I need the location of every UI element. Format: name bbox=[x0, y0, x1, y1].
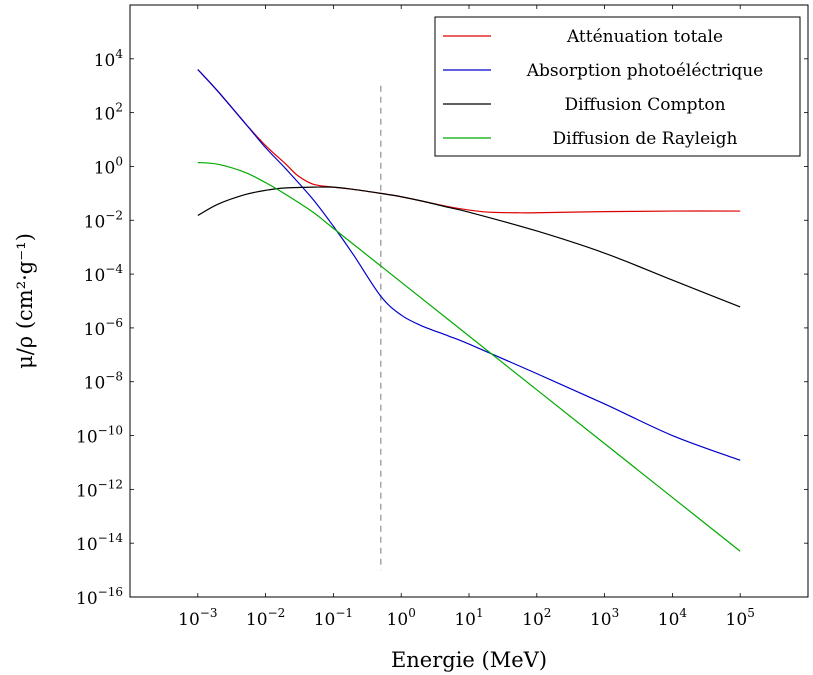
y-tick-label: 10−12 bbox=[76, 477, 123, 501]
x-tick-label: 102 bbox=[522, 606, 551, 630]
x-tick-label: 105 bbox=[726, 606, 755, 630]
y-tick-label: 102 bbox=[94, 101, 123, 125]
y-tick-label: 10−8 bbox=[84, 370, 123, 394]
legend-box bbox=[434, 16, 801, 157]
legend-label-3: Diffusion de Rayleigh bbox=[553, 129, 738, 149]
legend-label-1: Absorption photoéléctrique bbox=[526, 61, 763, 81]
y-tick-label: 100 bbox=[94, 154, 123, 178]
series-line-1 bbox=[197, 69, 741, 461]
y-tick-label: 10−10 bbox=[76, 424, 123, 448]
legend-label-0: Atténuation totale bbox=[566, 27, 723, 47]
y-tick-label: 10−2 bbox=[84, 208, 123, 232]
legend-label-2: Diffusion Compton bbox=[564, 95, 725, 115]
y-tick-label: 104 bbox=[94, 47, 124, 71]
series-line-2 bbox=[197, 186, 741, 308]
x-tick-label: 100 bbox=[387, 606, 416, 630]
x-tick-label: 101 bbox=[454, 606, 483, 630]
y-tick-label: 10−6 bbox=[84, 316, 123, 340]
x-axis-label: Energie (MeV) bbox=[391, 648, 547, 672]
x-tick-label: 10−1 bbox=[314, 606, 353, 630]
series-line-3 bbox=[197, 161, 741, 552]
y-axis-label: μ/ρ (cm²·g⁻¹) bbox=[13, 233, 37, 369]
y-tick-label: 10−14 bbox=[76, 531, 123, 555]
legend: Atténuation totale Absorption photoéléctr… bbox=[434, 16, 801, 157]
y-tick-label: 10−4 bbox=[84, 262, 124, 286]
x-tick-label: 10−3 bbox=[178, 606, 217, 630]
y-tick-label: 10−16 bbox=[76, 585, 123, 609]
x-tick-label: 103 bbox=[590, 606, 619, 630]
x-tick-label: 10−2 bbox=[246, 606, 285, 630]
x-tick-label: 104 bbox=[658, 606, 688, 630]
